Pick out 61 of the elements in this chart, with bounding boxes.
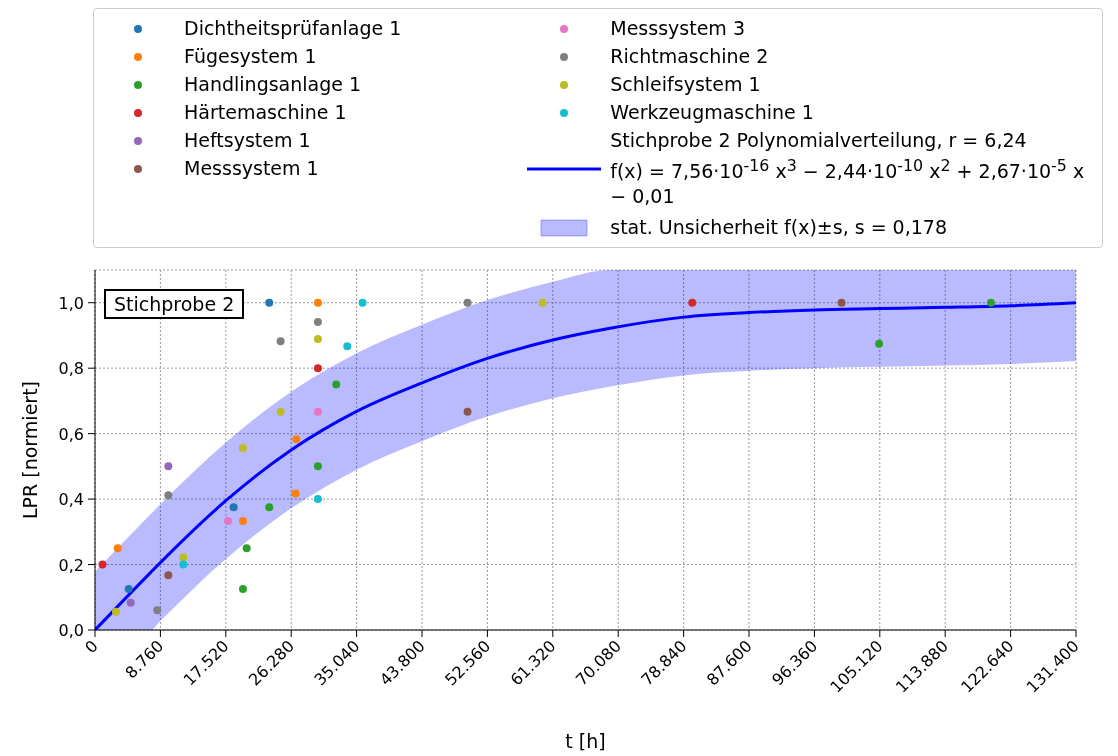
point: [463, 298, 472, 307]
point: [986, 298, 995, 307]
point: [313, 407, 322, 416]
point: [313, 462, 322, 471]
point: [292, 435, 301, 444]
point: [229, 503, 238, 512]
legend-label: Richtmaschine 2: [610, 44, 769, 69]
point: [276, 407, 285, 416]
point: [179, 560, 188, 569]
point: [538, 298, 547, 307]
legend-label: Handlingsanlage 1: [184, 72, 362, 97]
legend-swatch-row: stat. Unsicherheit f(x)±s, s = 0,178: [526, 215, 1096, 241]
y-tick-label: 0,4: [58, 490, 84, 510]
x-axis-title: t [h]: [565, 730, 606, 752]
point: [358, 298, 367, 307]
point: [164, 462, 173, 471]
point: [313, 364, 322, 373]
point: [153, 606, 162, 615]
annotation: Stichprobe 2: [104, 289, 245, 319]
legend-label: Härtemaschine 1: [184, 100, 347, 125]
point: [238, 444, 247, 453]
point: [332, 380, 341, 389]
x-tick-label: 0: [81, 636, 102, 658]
legend-label: Heftsystem 1: [184, 128, 311, 153]
legend-label: Schleifsystem 1: [610, 72, 761, 97]
point: [313, 495, 322, 504]
point: [837, 298, 846, 307]
point: [238, 585, 247, 594]
legend-label: Fügesystem 1: [184, 44, 317, 69]
point: [238, 517, 247, 526]
point: [291, 489, 300, 498]
point: [313, 298, 322, 307]
y-axis-title: LPR [normiert]: [18, 381, 41, 519]
y-tick-label: 0,8: [58, 359, 84, 379]
point: [164, 571, 173, 580]
y-tick-label: 0,0: [58, 621, 84, 640]
point: [124, 585, 133, 594]
y-tick-label: 1,0: [58, 293, 84, 313]
point: [313, 335, 322, 344]
y-tick-label: 0,2: [58, 555, 84, 575]
point: [688, 298, 697, 307]
y-tick-label: 0,6: [58, 424, 84, 444]
legend-label: Werkzeugmaschine 1: [610, 100, 814, 125]
point: [343, 342, 352, 351]
point: [113, 544, 122, 553]
legend-label: Dichtheitsprüfanlage 1: [184, 16, 402, 41]
point: [276, 337, 285, 346]
point: [242, 544, 251, 553]
point: [126, 598, 135, 607]
point: [164, 491, 173, 500]
legend-label: Messsystem 1: [184, 156, 319, 181]
point: [179, 553, 188, 562]
point: [265, 298, 274, 307]
point: [313, 318, 322, 327]
point: [111, 607, 120, 616]
point: [265, 503, 274, 512]
point: [223, 517, 232, 526]
point: [875, 339, 884, 348]
point: [463, 407, 472, 416]
point: [98, 560, 107, 569]
legend-label: Messsystem 3: [610, 16, 745, 41]
